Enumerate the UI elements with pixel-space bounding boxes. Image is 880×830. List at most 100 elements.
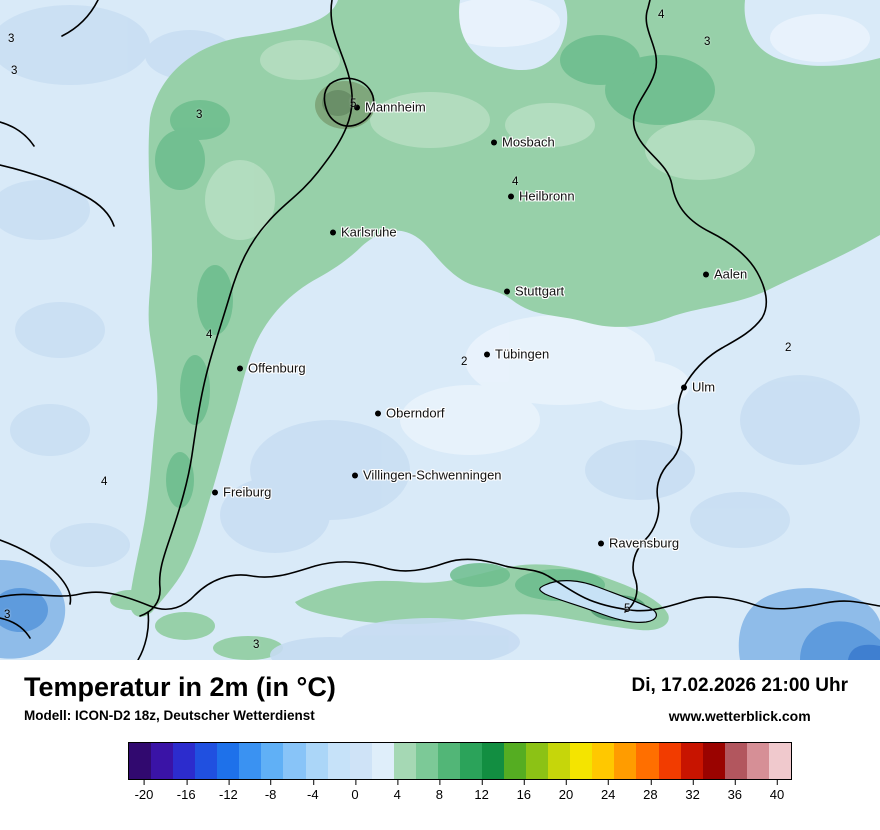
city-dot <box>598 540 604 546</box>
city-dot <box>237 365 243 371</box>
legend-color-segment <box>768 742 791 779</box>
legend-color-segment <box>482 742 505 779</box>
legend-tick-label: 24 <box>600 779 616 802</box>
border-lines <box>0 0 880 660</box>
city-marker: Offenburg <box>237 362 306 375</box>
city-dot <box>352 472 358 478</box>
legend-color-segment <box>680 742 703 779</box>
legend-tick-label: 8 <box>435 779 444 802</box>
legend-color-segment <box>658 742 681 779</box>
city-dot <box>330 229 336 235</box>
temp-value-label: 2 <box>785 342 792 354</box>
city-label: Oberndorf <box>386 405 445 421</box>
city-dot <box>375 410 381 416</box>
city-dot <box>354 104 360 110</box>
city-marker: Ulm <box>681 381 715 394</box>
legend-tick-label: 20 <box>558 779 574 802</box>
city-dot <box>703 271 709 277</box>
temp-value-label: 4 <box>512 176 519 188</box>
legend-color-segment <box>459 742 482 779</box>
legend-color-segment <box>371 742 394 779</box>
legend-color-segment <box>349 742 372 779</box>
legend-tick-label: -4 <box>307 779 319 802</box>
legend-color-segment <box>504 742 527 779</box>
legend-color-segment <box>393 742 416 779</box>
legend-tick-label: -8 <box>264 779 277 802</box>
city-label: Mannheim <box>365 99 426 115</box>
legend-tick-label: 4 <box>393 779 401 802</box>
city-marker: Freiburg <box>212 486 271 499</box>
city-dot <box>491 139 497 145</box>
legend-tick-label: 28 <box>643 779 658 802</box>
temp-value-label: 3 <box>253 639 260 651</box>
temp-value-label: 4 <box>206 329 213 341</box>
legend-tick-label: -16 <box>176 779 196 802</box>
city-marker: Villingen-Schwenningen <box>352 469 502 482</box>
legend-color-segment <box>195 742 218 779</box>
temp-value-label: 5 <box>350 98 357 110</box>
city-dot <box>212 489 218 495</box>
legend-tick-label: -12 <box>218 779 238 802</box>
legend-tick-label: 32 <box>685 779 700 802</box>
cold-patch-bottom-left <box>0 560 66 659</box>
city-marker: Mannheim <box>354 101 426 114</box>
temp-value-label: 4 <box>658 9 665 21</box>
city-label: Ravensburg <box>609 535 680 551</box>
legend-color-segment <box>305 742 328 779</box>
temp-value-label: 2 <box>461 356 468 368</box>
city-label: Mosbach <box>502 134 555 150</box>
temp-value-label: 3 <box>196 109 203 121</box>
legend-tick-label: 36 <box>727 779 743 802</box>
legend-color-segment <box>702 742 725 779</box>
legend-color-segment <box>239 742 262 779</box>
city-marker: Mosbach <box>491 136 555 149</box>
website-url: www.wetterblick.com <box>668 707 811 724</box>
legend-color-segment <box>614 742 637 779</box>
legend-color-segment <box>415 742 438 779</box>
map-canvas <box>0 0 880 660</box>
page-title: Temperatur in 2m (in °C) <box>24 672 336 702</box>
legend-color-segment <box>526 742 549 779</box>
legend-labels: -20 -16 -12 -8 -4 0 4 8 12 16 20 24 28 32 36 40 <box>135 779 784 805</box>
city-label: Offenburg <box>248 360 306 376</box>
city-marker: Karlsruhe <box>330 226 397 239</box>
legend-color-segment <box>261 742 284 779</box>
city-label: Aalen <box>714 266 748 282</box>
city-dot <box>508 193 514 199</box>
temp-value-label: 4 <box>101 476 108 488</box>
legend-tick-label: 12 <box>474 779 489 802</box>
city-label: Stuttgart <box>515 283 565 299</box>
legend-color-segment <box>173 742 196 779</box>
legend-color-segment <box>746 742 769 779</box>
legend-color-segment <box>437 742 460 779</box>
temp-value-label: 3 <box>4 609 11 621</box>
forecast-datetime: Di, 17.02.2026 21:00 Uhr <box>631 675 848 696</box>
footer-panel: Temperatur in 2m (in °C) Modell: ICON-D2… <box>0 660 880 805</box>
weather-map: Mannheim Mosbach Heilbronn Karlsruhe Stuttga… <box>0 0 880 660</box>
city-label: Karlsruhe <box>341 224 397 240</box>
legend-color-segment <box>548 742 571 779</box>
city-marker: Aalen <box>703 268 747 281</box>
legend-color-segment <box>151 742 174 779</box>
temp-value-label: 5 <box>624 603 631 615</box>
legend-color-segment <box>217 742 240 779</box>
city-label: Tübingen <box>495 346 550 362</box>
cold-patch-alps <box>738 588 880 660</box>
city-marker: Tübingen <box>484 348 549 361</box>
city-marker: Ravensburg <box>598 537 679 550</box>
legend-color-segment <box>283 742 306 779</box>
model-info: Modell: ICON-D2 18z, Deutscher Wetterdie… <box>24 708 315 724</box>
cold-patch-bottom-center <box>270 618 520 660</box>
legend-color-segment <box>592 742 615 779</box>
legend-color-segment <box>129 742 152 779</box>
city-label: Villingen-Schwenningen <box>363 467 502 483</box>
texture-green-light <box>205 40 755 240</box>
city-dot <box>504 288 510 294</box>
city-marker: Heilbronn <box>508 190 575 203</box>
legend-tick-label: -20 <box>134 779 154 802</box>
lake-constance <box>539 580 657 623</box>
temp-value-label: 3 <box>11 65 18 77</box>
texture-light-blue <box>0 5 860 567</box>
texture-green-dark <box>155 35 715 601</box>
city-label: Ulm <box>692 379 716 395</box>
